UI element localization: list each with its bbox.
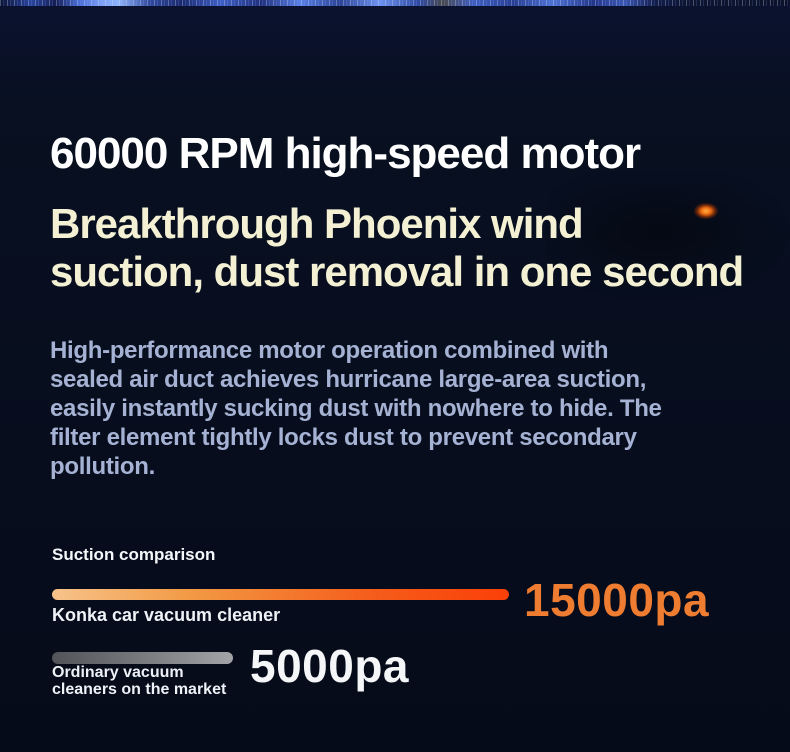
suction-bar-konka	[52, 589, 509, 600]
comparison-title: Suction comparison	[52, 545, 216, 564]
headline-breakthrough: Breakthrough Phoenix wind suction, dust …	[50, 200, 744, 296]
suction-label-ordinary: Ordinary vacuum cleaners on the market	[52, 664, 227, 698]
suction-value-konka: 15000pa	[524, 574, 710, 626]
headline-motor-speed: 60000 RPM high-speed motor	[50, 129, 641, 178]
motion-blur-light-strip	[0, 0, 790, 6]
suction-bar-ordinary	[52, 652, 233, 664]
feature-description: High-performance motor operation combine…	[50, 337, 662, 480]
dark-smudge	[555, 180, 785, 295]
headline-breakthrough-line1: Breakthrough Phoenix wind	[50, 200, 584, 247]
suction-value-ordinary: 5000pa	[250, 640, 410, 692]
suction-label-konka: Konka car vacuum cleaner	[52, 605, 281, 625]
ember-spark-icon	[694, 203, 718, 219]
headline-breakthrough-line2: suction, dust removal in one second	[50, 248, 744, 295]
